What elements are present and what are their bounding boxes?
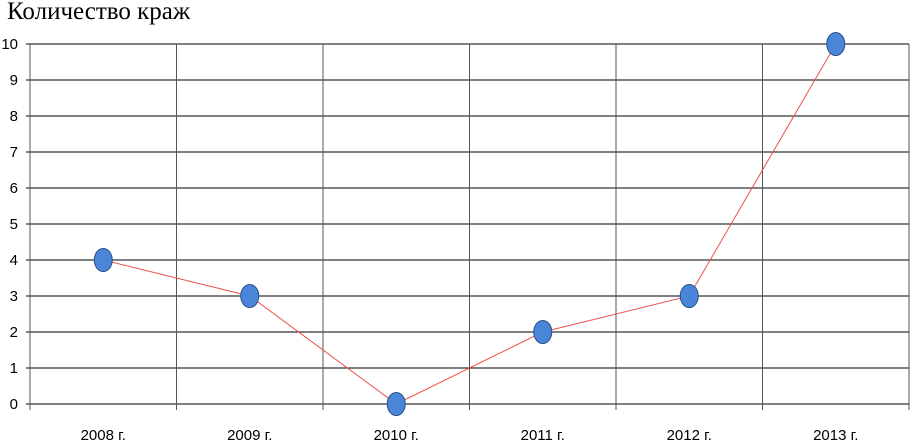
x-tick-label: 2008 г. bbox=[81, 427, 126, 441]
data-point bbox=[826, 32, 846, 56]
data-point bbox=[679, 284, 699, 308]
y-tick-label: 3 bbox=[10, 288, 18, 305]
x-tick-label: 2012 г. bbox=[667, 427, 712, 441]
x-tick-label: 2011 г. bbox=[521, 427, 565, 441]
y-tick-label: 1 bbox=[10, 360, 18, 377]
chart-title: Количество краж bbox=[7, 0, 191, 25]
x-tick-label: 2009 г. bbox=[227, 427, 272, 441]
data-point bbox=[386, 392, 406, 416]
y-tick-label: 0 bbox=[10, 396, 18, 413]
y-tick-label: 8 bbox=[10, 108, 18, 125]
data-point bbox=[533, 320, 553, 344]
y-tick-label: 4 bbox=[10, 252, 18, 269]
data-point bbox=[93, 248, 113, 272]
y-tick-label: 6 bbox=[10, 180, 18, 197]
x-tick-label: 2010 г. bbox=[374, 427, 419, 441]
y-tick-label: 5 bbox=[10, 216, 18, 233]
data-point bbox=[240, 284, 260, 308]
y-tick-label: 10 bbox=[1, 36, 18, 53]
y-tick-label: 7 bbox=[10, 144, 18, 161]
x-tick-label: 2013 г. bbox=[813, 427, 858, 441]
y-tick-label: 9 bbox=[10, 72, 18, 89]
y-tick-label: 2 bbox=[10, 324, 18, 341]
series-line bbox=[103, 43, 837, 405]
